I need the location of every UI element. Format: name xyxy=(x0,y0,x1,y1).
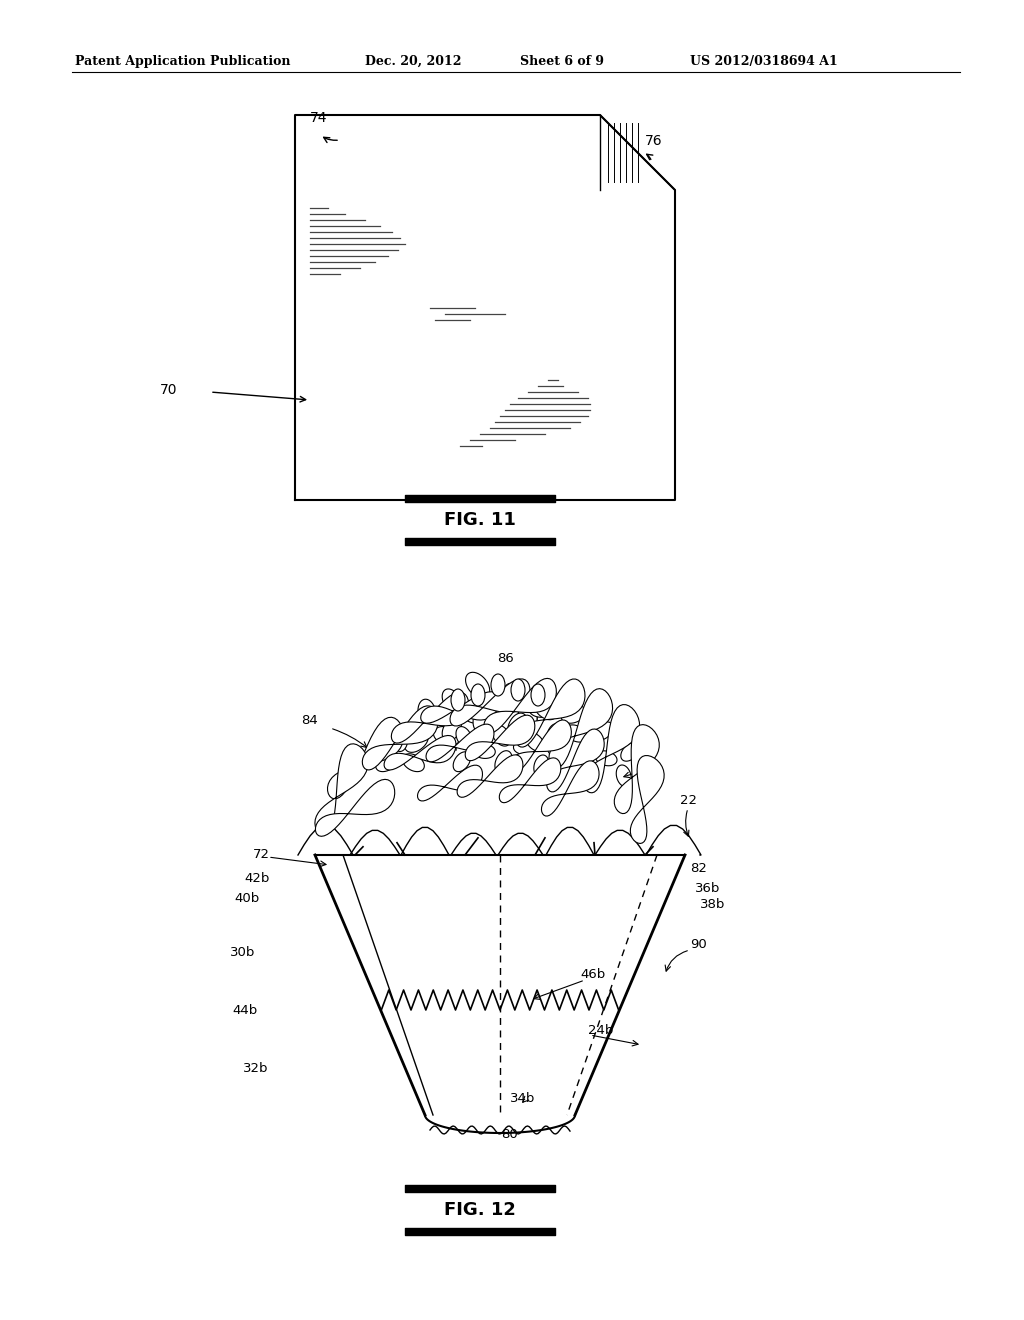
Polygon shape xyxy=(621,743,639,762)
Text: 70: 70 xyxy=(160,383,177,397)
Text: 84: 84 xyxy=(301,714,318,726)
Polygon shape xyxy=(426,725,494,762)
Polygon shape xyxy=(535,700,556,719)
Polygon shape xyxy=(457,755,523,797)
Polygon shape xyxy=(442,689,462,713)
Polygon shape xyxy=(592,722,613,741)
Text: 44b: 44b xyxy=(232,1003,258,1016)
Polygon shape xyxy=(529,700,556,717)
Polygon shape xyxy=(328,717,403,799)
Polygon shape xyxy=(495,751,512,774)
Text: 38b: 38b xyxy=(700,899,725,912)
Text: 82: 82 xyxy=(690,862,707,874)
Text: 36b: 36b xyxy=(695,882,720,895)
Polygon shape xyxy=(465,715,535,760)
Text: 86: 86 xyxy=(497,652,513,665)
Polygon shape xyxy=(548,741,569,756)
Polygon shape xyxy=(384,735,456,770)
Polygon shape xyxy=(516,678,585,747)
Polygon shape xyxy=(454,752,470,772)
Text: 30b: 30b xyxy=(229,945,255,958)
Polygon shape xyxy=(376,754,397,772)
Polygon shape xyxy=(614,725,659,813)
Text: 90: 90 xyxy=(690,939,707,952)
Text: 24b: 24b xyxy=(588,1023,613,1036)
Text: Dec. 20, 2012: Dec. 20, 2012 xyxy=(365,55,462,69)
Polygon shape xyxy=(561,705,586,723)
Polygon shape xyxy=(508,713,527,739)
Polygon shape xyxy=(495,686,523,706)
Polygon shape xyxy=(500,758,561,803)
Polygon shape xyxy=(549,689,612,768)
Polygon shape xyxy=(547,723,563,748)
Polygon shape xyxy=(473,744,496,759)
Polygon shape xyxy=(391,692,469,743)
Polygon shape xyxy=(509,719,571,772)
Text: 78: 78 xyxy=(640,762,656,775)
Polygon shape xyxy=(547,729,604,792)
Polygon shape xyxy=(534,755,549,776)
Ellipse shape xyxy=(471,684,485,706)
Text: 22: 22 xyxy=(680,793,697,807)
Polygon shape xyxy=(595,751,617,766)
Polygon shape xyxy=(565,725,588,742)
Ellipse shape xyxy=(451,689,465,711)
Text: FIG. 12: FIG. 12 xyxy=(444,1201,516,1218)
Polygon shape xyxy=(513,739,538,755)
Text: 72: 72 xyxy=(253,849,270,862)
Polygon shape xyxy=(404,730,428,752)
Polygon shape xyxy=(442,718,462,741)
Polygon shape xyxy=(362,706,438,770)
Polygon shape xyxy=(542,760,599,816)
Polygon shape xyxy=(456,726,472,747)
Polygon shape xyxy=(484,678,556,734)
Text: FIG. 11: FIG. 11 xyxy=(444,511,516,529)
Text: 34b: 34b xyxy=(510,1092,536,1105)
Text: 46b: 46b xyxy=(580,969,605,982)
Ellipse shape xyxy=(511,678,525,701)
Polygon shape xyxy=(464,706,489,723)
Polygon shape xyxy=(402,754,424,772)
Polygon shape xyxy=(418,766,482,801)
Text: 80: 80 xyxy=(502,1129,518,1140)
Polygon shape xyxy=(392,727,408,751)
Polygon shape xyxy=(315,779,394,837)
Text: Patent Application Publication: Patent Application Publication xyxy=(75,55,291,69)
Polygon shape xyxy=(504,684,525,708)
Ellipse shape xyxy=(531,684,545,706)
Text: 32b: 32b xyxy=(243,1061,268,1074)
Text: 76: 76 xyxy=(645,135,663,148)
Polygon shape xyxy=(433,726,460,746)
Polygon shape xyxy=(492,725,510,746)
Polygon shape xyxy=(466,672,489,698)
Polygon shape xyxy=(584,743,599,767)
Text: Sheet 6 of 9: Sheet 6 of 9 xyxy=(520,55,604,69)
Polygon shape xyxy=(583,705,640,793)
Text: 74: 74 xyxy=(310,111,328,125)
Ellipse shape xyxy=(490,675,505,696)
Polygon shape xyxy=(616,766,631,787)
Polygon shape xyxy=(631,755,665,843)
Text: 42b: 42b xyxy=(245,871,270,884)
Text: US 2012/0318694 A1: US 2012/0318694 A1 xyxy=(690,55,838,69)
Polygon shape xyxy=(525,733,544,751)
Polygon shape xyxy=(473,704,494,733)
Polygon shape xyxy=(421,692,500,723)
Polygon shape xyxy=(418,700,436,726)
Polygon shape xyxy=(450,678,530,726)
Text: 40b: 40b xyxy=(234,891,260,904)
Polygon shape xyxy=(315,743,368,834)
